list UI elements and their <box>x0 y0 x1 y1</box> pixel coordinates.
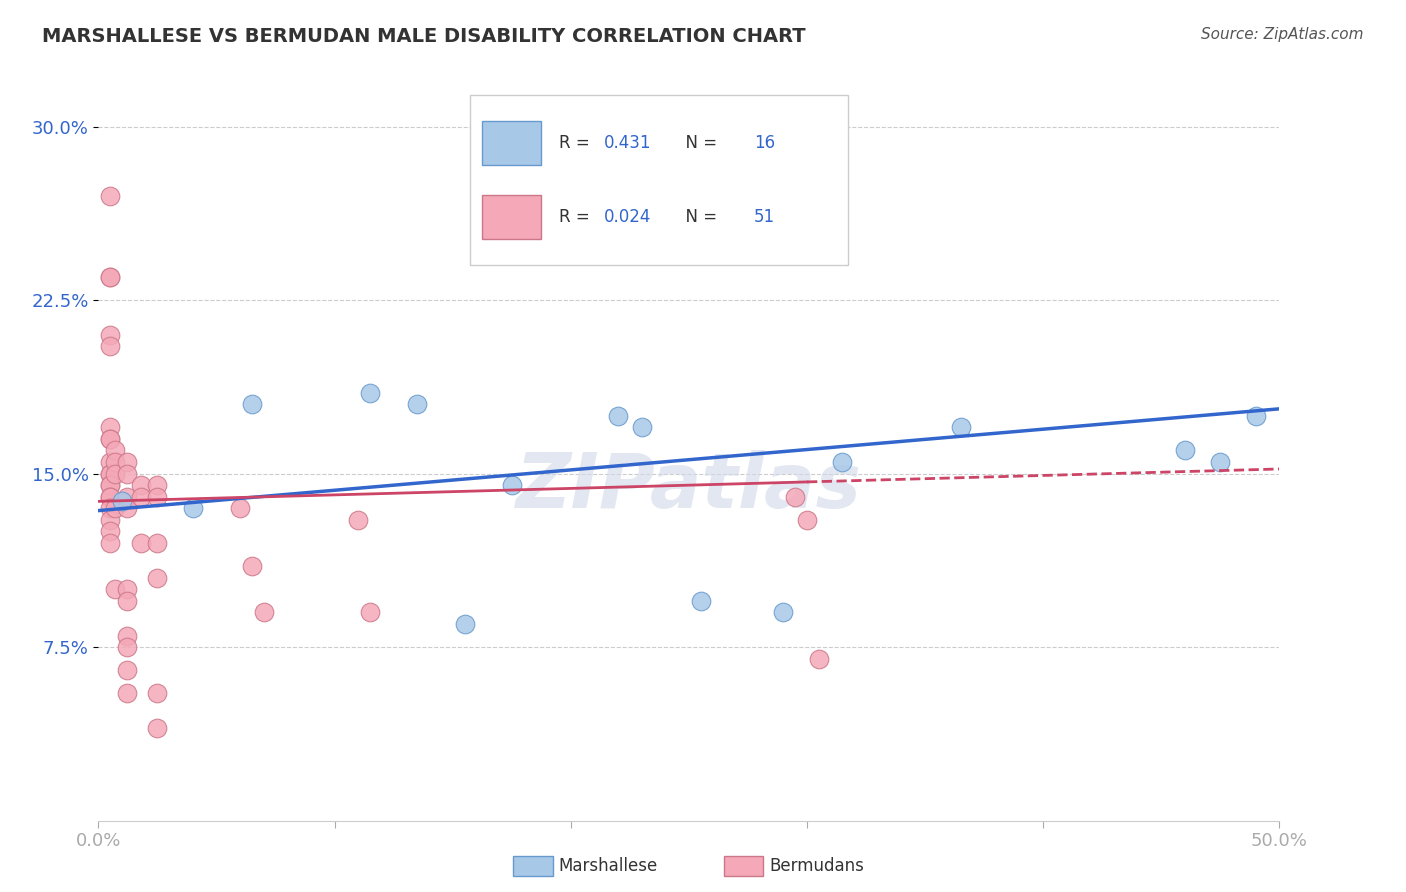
Point <box>98 327 121 342</box>
Point <box>98 490 121 504</box>
Point <box>98 513 121 527</box>
Point <box>115 467 138 481</box>
Point <box>146 478 169 492</box>
Point <box>253 606 276 620</box>
Point <box>98 269 121 284</box>
Point <box>98 536 121 550</box>
Point <box>630 420 652 434</box>
Point <box>1174 443 1197 458</box>
Point <box>453 617 475 632</box>
Point <box>785 490 807 504</box>
Point <box>146 571 169 585</box>
Point <box>115 582 138 597</box>
Text: 0.024: 0.024 <box>605 208 651 227</box>
Point <box>104 443 127 458</box>
Point <box>949 420 972 434</box>
Text: 0.431: 0.431 <box>605 134 651 153</box>
Text: N =: N = <box>675 134 723 153</box>
Point <box>359 606 381 620</box>
Point <box>98 467 121 481</box>
Point <box>359 385 381 400</box>
Point <box>807 651 830 665</box>
Point <box>115 663 138 677</box>
Text: R =: R = <box>560 208 595 227</box>
Point <box>501 478 523 492</box>
Point <box>104 582 127 597</box>
Point <box>98 420 121 434</box>
Point <box>111 494 134 508</box>
Point <box>98 269 121 284</box>
Text: MARSHALLESE VS BERMUDAN MALE DISABILITY CORRELATION CHART: MARSHALLESE VS BERMUDAN MALE DISABILITY … <box>42 27 806 45</box>
Text: Marshallese: Marshallese <box>558 857 658 875</box>
Point <box>98 524 121 539</box>
Point <box>98 455 121 469</box>
Text: 16: 16 <box>754 134 775 153</box>
Text: R =: R = <box>560 134 595 153</box>
Point <box>115 686 138 700</box>
Point <box>796 513 818 527</box>
Point <box>181 501 204 516</box>
FancyBboxPatch shape <box>482 195 541 239</box>
Point <box>146 686 169 700</box>
Point <box>104 455 127 469</box>
Point <box>607 409 630 423</box>
FancyBboxPatch shape <box>471 95 848 266</box>
Point <box>115 490 138 504</box>
Point <box>689 594 711 608</box>
Point <box>129 490 152 504</box>
Point <box>146 721 169 735</box>
Point <box>229 501 252 516</box>
Point <box>98 478 121 492</box>
Point <box>115 640 138 654</box>
Point <box>115 501 138 516</box>
Point <box>129 478 152 492</box>
Point <box>98 467 121 481</box>
Point <box>98 432 121 446</box>
Point <box>1244 409 1267 423</box>
Point <box>240 397 263 411</box>
Point <box>129 536 152 550</box>
Text: ZIPatlas: ZIPatlas <box>516 450 862 524</box>
Point <box>347 513 370 527</box>
Point <box>115 455 138 469</box>
Point <box>146 490 169 504</box>
Point <box>1209 455 1232 469</box>
Point <box>104 467 127 481</box>
Text: N =: N = <box>675 208 723 227</box>
Point <box>115 628 138 642</box>
Point <box>98 189 121 203</box>
Point <box>98 339 121 353</box>
Point <box>98 478 121 492</box>
Point <box>98 501 121 516</box>
Point <box>831 455 853 469</box>
Point <box>98 490 121 504</box>
Point <box>98 432 121 446</box>
Point <box>115 594 138 608</box>
Point <box>240 559 263 574</box>
FancyBboxPatch shape <box>482 121 541 165</box>
Point <box>406 397 429 411</box>
Point <box>772 606 794 620</box>
Text: Source: ZipAtlas.com: Source: ZipAtlas.com <box>1201 27 1364 42</box>
Point <box>104 501 127 516</box>
Text: 51: 51 <box>754 208 775 227</box>
Text: Bermudans: Bermudans <box>769 857 863 875</box>
Point <box>146 536 169 550</box>
